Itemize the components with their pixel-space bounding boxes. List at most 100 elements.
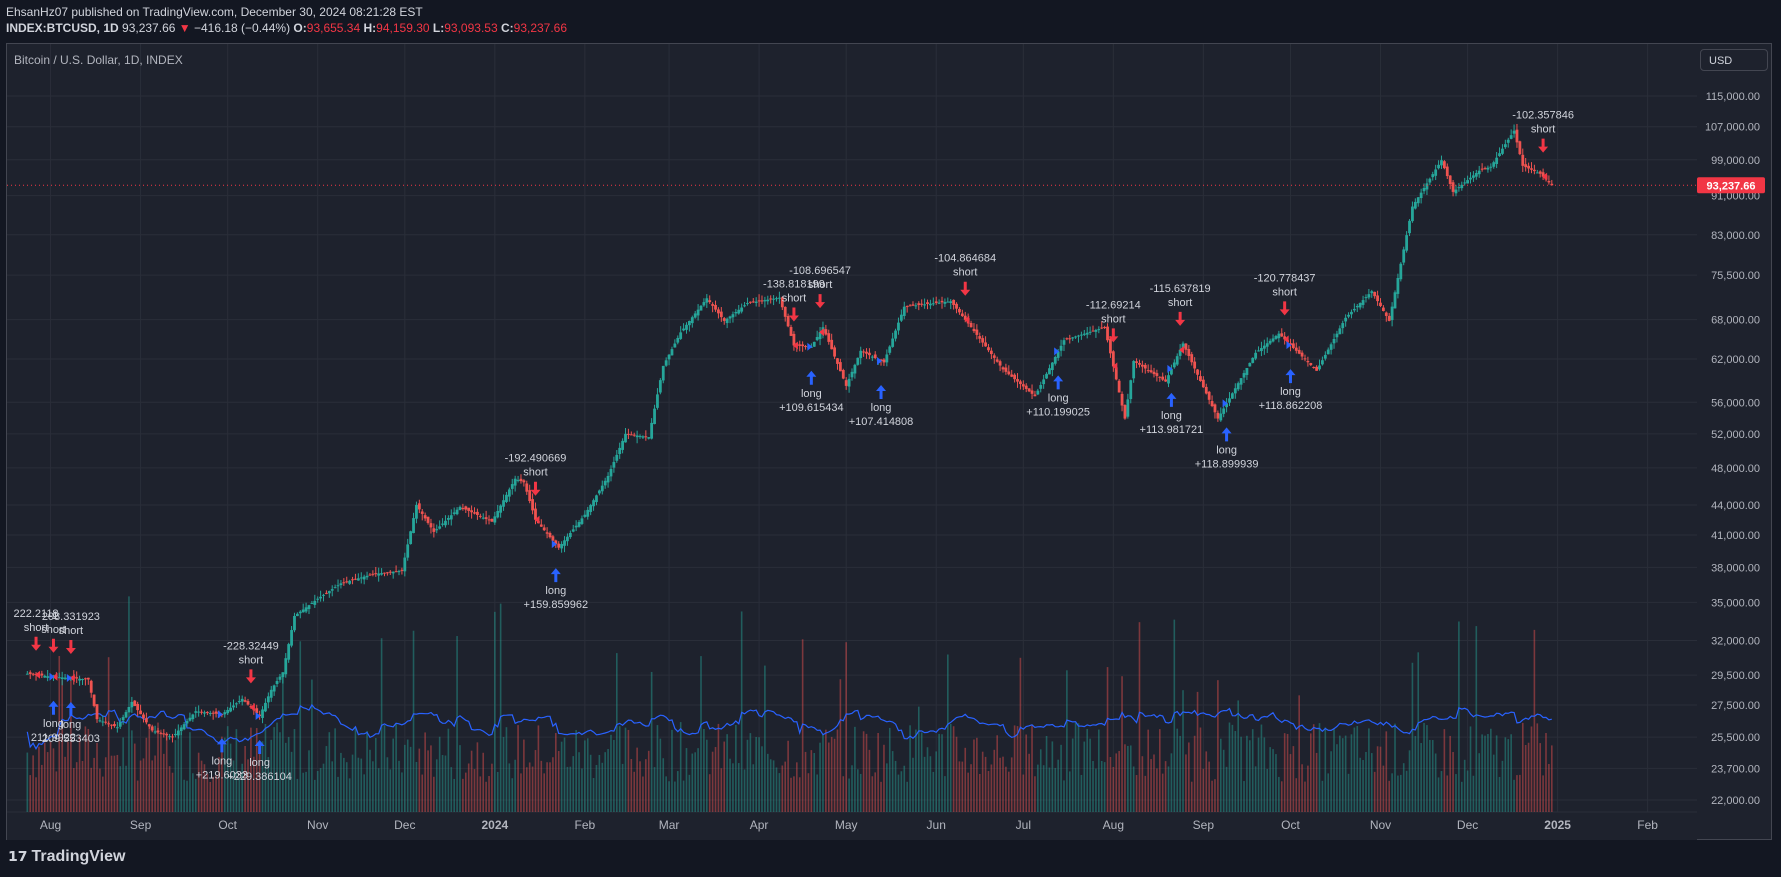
volume-bar [1484, 735, 1486, 812]
volume-bar [833, 738, 836, 812]
volume-bar [796, 762, 798, 812]
volume-bar [235, 729, 238, 812]
volume-bar [1501, 760, 1504, 812]
candle-body [949, 301, 953, 303]
candle-body [1100, 327, 1104, 329]
volume-bar [1121, 676, 1123, 812]
volume-bar [348, 778, 351, 812]
volume-bar [906, 781, 908, 812]
candle-body [1274, 336, 1278, 339]
volume-bar [642, 776, 644, 812]
candle-body [586, 509, 590, 517]
candle-body [725, 318, 729, 324]
candle-body [1271, 338, 1275, 342]
arrow-down-icon [960, 281, 971, 296]
volume-bar [981, 751, 984, 812]
candle-body [481, 517, 485, 519]
candle-body [272, 685, 276, 692]
candle-body [844, 380, 848, 386]
tradingview-footer[interactable]: 𝟭𝟳 TradingView [8, 848, 125, 866]
candle-body [365, 575, 369, 578]
candle-body [415, 504, 418, 519]
entry-marker-icon [69, 674, 75, 683]
volume-bar [1109, 756, 1112, 812]
candle-body [278, 676, 282, 680]
entry-marker-icon [1179, 345, 1185, 354]
volume-bar [653, 767, 656, 812]
signal-value: +110.199025 [1026, 406, 1090, 418]
candle-body [147, 724, 151, 727]
y-tick-label: 25,500.00 [1711, 732, 1760, 744]
candle-body [113, 724, 116, 727]
volume-bar [485, 781, 487, 812]
x-tick-label: Oct [1281, 818, 1300, 832]
volume-bar [218, 757, 220, 812]
short-signal: -228.32449 short [223, 640, 279, 712]
arrow-up-icon [254, 739, 265, 754]
symbol-label[interactable]: INDEX:BTCUSD, 1D [6, 21, 119, 35]
candle-body [786, 316, 790, 327]
candle-body [627, 433, 630, 435]
volume-bar [441, 755, 444, 812]
candle-body [1158, 376, 1162, 378]
candle-body [435, 529, 439, 531]
volume-bar [398, 760, 400, 812]
volume-bar [377, 768, 380, 812]
candle-body [1065, 338, 1069, 340]
volume-bar [404, 744, 406, 812]
candle-body [191, 714, 195, 720]
arrow-up-icon [806, 370, 817, 385]
candle-body [473, 512, 476, 514]
volume-bar [1202, 768, 1205, 812]
currency-button[interactable]: USD [1700, 49, 1768, 71]
candle-body [815, 337, 819, 341]
volume-bar [29, 775, 32, 812]
signal-value: +107.414808 [849, 416, 914, 428]
arrow-down-icon [1538, 138, 1549, 153]
volume-bar [1156, 768, 1158, 812]
candle-body [118, 722, 122, 727]
volume-bar [1312, 724, 1315, 812]
volume-bar [865, 733, 868, 812]
candle-body [153, 731, 157, 733]
signal-type: long [545, 585, 566, 597]
candle-body [496, 510, 500, 518]
volume-bar [941, 734, 943, 812]
volume-bar [1240, 736, 1242, 812]
candle-body [1387, 315, 1391, 321]
signal-type: long [801, 388, 822, 400]
candle-body [142, 714, 145, 719]
volume-bar [55, 771, 58, 812]
signal-type: short [1101, 313, 1125, 325]
volume-bar [525, 767, 528, 812]
volume-bar [1129, 745, 1132, 812]
publisher-text: EhsanHz07 published on TradingView.com, … [6, 5, 423, 19]
volume-bar [1045, 735, 1048, 812]
volume-bar [372, 761, 374, 812]
volume-bar [165, 734, 168, 812]
volume-bar [1437, 777, 1440, 812]
volume-bar [1423, 722, 1425, 812]
candle-body [615, 454, 619, 461]
candle-body [708, 300, 712, 303]
volume-bar [752, 764, 755, 812]
candle-body [1463, 182, 1467, 184]
volume-bar [1170, 753, 1173, 812]
volume-bar [139, 760, 142, 812]
volume-bar [279, 732, 281, 812]
candle-body [897, 322, 900, 331]
volume-bar [386, 757, 389, 812]
candle-body [412, 518, 415, 534]
volume-bar [340, 752, 342, 812]
candle-body [1196, 369, 1199, 375]
volume-bar [645, 759, 647, 812]
volume-bar [151, 760, 153, 812]
candle-body [81, 678, 84, 681]
candle-body [444, 520, 447, 526]
candle-body [298, 611, 302, 614]
candle-body [969, 322, 973, 328]
long-signal: long +219.6033 [196, 710, 248, 781]
candle-body [1312, 366, 1316, 368]
volume-bar [703, 729, 705, 812]
